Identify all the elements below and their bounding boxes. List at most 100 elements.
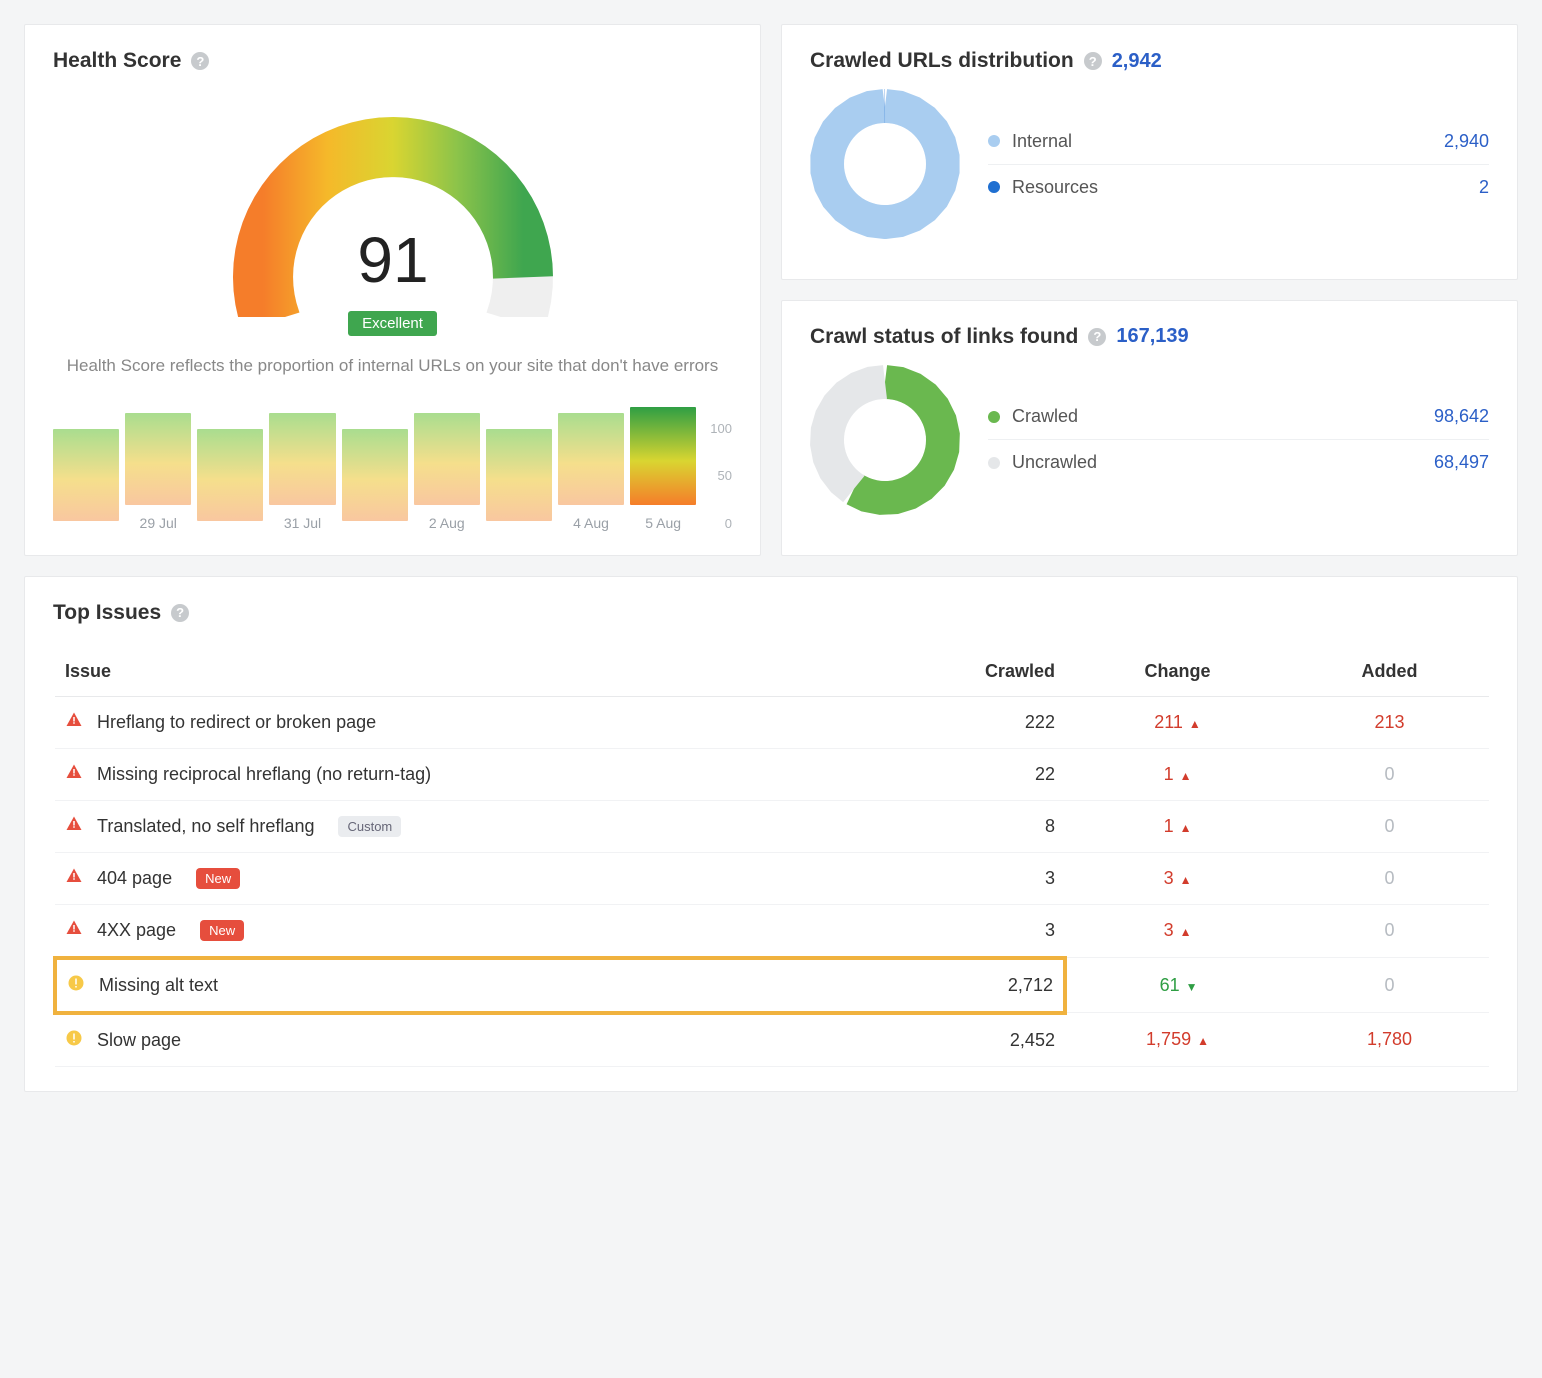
col-crawled[interactable]: Crawled xyxy=(829,647,1065,697)
legend-value[interactable]: 98,642 xyxy=(1434,406,1489,427)
help-icon[interactable]: ? xyxy=(1088,328,1106,346)
issue-row[interactable]: Hreflang to redirect or broken page22221… xyxy=(55,696,1489,748)
trend-bar-col[interactable] xyxy=(342,429,408,531)
legend-row[interactable]: Internal2,940 xyxy=(988,119,1489,164)
issue-row[interactable]: 404 pageNew33▲0 xyxy=(55,852,1489,904)
issue-added: 0 xyxy=(1385,868,1395,888)
trend-bar xyxy=(486,429,552,521)
issue-row[interactable]: 4XX pageNew33▲0 xyxy=(55,904,1489,958)
trend-x-label: 5 Aug xyxy=(645,515,681,531)
help-icon[interactable]: ? xyxy=(171,604,189,622)
crawl-status-title-row: Crawl status of links found ? 167,139 xyxy=(810,325,1489,349)
health-title-row: Health Score ? xyxy=(53,49,732,73)
error-icon xyxy=(65,815,83,838)
issue-row[interactable]: Missing alt text2,71261▼0 xyxy=(55,958,1489,1013)
top-issues-card: Top Issues ? Issue Crawled Change Added … xyxy=(24,576,1518,1092)
trend-x-label: 2 Aug xyxy=(429,515,465,531)
col-issue[interactable]: Issue xyxy=(55,647,829,697)
issue-change: 3▲ xyxy=(1164,868,1192,888)
legend-row[interactable]: Resources 2 xyxy=(988,164,1489,210)
trend-bar-col[interactable]: 4 Aug xyxy=(558,413,624,531)
issue-change: 1▲ xyxy=(1164,816,1192,836)
custom-badge: Custom xyxy=(338,816,401,837)
crawl-status-legend: Crawled 98,642 Uncrawled 68,497 xyxy=(988,394,1489,485)
top-issues-title-row: Top Issues ? xyxy=(53,601,1489,625)
issue-change: 1,759▲ xyxy=(1146,1029,1209,1049)
issue-row[interactable]: Slow page 2,452 1,759▲ 1,780 xyxy=(55,1013,1489,1067)
issue-added: 213 xyxy=(1375,712,1405,732)
legend-dot xyxy=(988,135,1000,147)
trend-bar-col[interactable] xyxy=(486,429,552,531)
issue-added: 0 xyxy=(1385,920,1395,940)
issue-crawled: 22 xyxy=(829,748,1065,800)
issue-crawled: 3 xyxy=(829,904,1065,958)
trend-bar-col[interactable]: 2 Aug xyxy=(414,413,480,531)
issue-added: 1,780 xyxy=(1367,1029,1412,1049)
health-trend: 29 Jul31 Jul2 Aug4 Aug5 Aug 100500 xyxy=(53,407,732,531)
trend-bar xyxy=(269,413,335,505)
crawl-status-title: Crawl status of links found xyxy=(810,325,1078,349)
issue-name: Slow page xyxy=(97,1030,181,1051)
issue-added: 0 xyxy=(1385,816,1395,836)
health-title: Health Score xyxy=(53,49,181,73)
health-rating-badge: Excellent xyxy=(348,311,437,336)
issue-name: 4XX page xyxy=(97,920,176,941)
issue-crawled: 8 xyxy=(829,800,1065,852)
issue-name: Translated, no self hreflang xyxy=(97,816,314,837)
help-icon[interactable]: ? xyxy=(191,52,209,70)
trend-bar xyxy=(342,429,408,521)
error-icon xyxy=(65,711,83,734)
help-icon[interactable]: ? xyxy=(1084,52,1102,70)
legend-value[interactable]: 68,497 xyxy=(1434,452,1489,473)
legend-label: Resources xyxy=(1012,177,1098,198)
crawled-urls-card: Crawled URLs distribution ? 2,942 Intern… xyxy=(781,24,1518,280)
issue-name: Missing alt text xyxy=(99,975,218,996)
crawl-status-donut xyxy=(810,365,960,515)
trend-bar-col[interactable]: 31 Jul xyxy=(269,413,335,531)
legend-value[interactable]: 2 xyxy=(1479,177,1489,198)
issue-added: 0 xyxy=(1385,975,1395,995)
issue-name: Missing reciprocal hreflang (no return-t… xyxy=(97,764,431,785)
col-added[interactable]: Added xyxy=(1290,647,1489,697)
health-gauge: 91 xyxy=(213,87,573,317)
crawl-status-card: Crawl status of links found ? 167,139 Cr… xyxy=(781,300,1518,556)
issue-row[interactable]: Missing reciprocal hreflang (no return-t… xyxy=(55,748,1489,800)
new-badge: New xyxy=(196,868,240,889)
crawl-status-total[interactable]: 167,139 xyxy=(1116,325,1188,348)
trend-bar-col[interactable]: 29 Jul xyxy=(125,413,191,531)
trend-x-label: 29 Jul xyxy=(140,515,177,531)
crawled-urls-title: Crawled URLs distribution xyxy=(810,49,1074,73)
trend-bar xyxy=(414,413,480,505)
crawled-urls-legend: Internal2,940 Resources 2 xyxy=(988,119,1489,210)
col-change[interactable]: Change xyxy=(1065,647,1290,697)
trend-bar-col[interactable] xyxy=(53,429,119,531)
trend-bar xyxy=(558,413,624,505)
issue-change: 211▲ xyxy=(1154,712,1201,732)
legend-label: Uncrawled xyxy=(1012,452,1097,473)
legend-value[interactable]: 2,940 xyxy=(1444,131,1489,152)
trend-y-tick: 0 xyxy=(710,516,732,531)
trend-bar-col[interactable]: 5 Aug xyxy=(630,407,696,531)
legend-dot xyxy=(988,411,1000,423)
legend-row[interactable]: Crawled 98,642 xyxy=(988,394,1489,439)
crawled-urls-total[interactable]: 2,942 xyxy=(1112,50,1162,73)
issue-row[interactable]: Translated, no self hreflang Custom 8 1▲ 0 xyxy=(55,800,1489,852)
health-desc: Health Score reflects the proportion of … xyxy=(53,354,732,379)
legend-label: Crawled xyxy=(1012,406,1078,427)
crawled-urls-title-row: Crawled URLs distribution ? 2,942 xyxy=(810,49,1489,73)
trend-bar xyxy=(197,429,263,521)
health-card: Health Score ? 91 Excellent Health Score… xyxy=(24,24,761,556)
legend-row[interactable]: Uncrawled 68,497 xyxy=(988,439,1489,485)
trend-y-tick: 100 xyxy=(710,421,732,436)
trend-bar-col[interactable] xyxy=(197,429,263,531)
issue-crawled: 2,452 xyxy=(829,1013,1065,1067)
issue-crawled: 2,712 xyxy=(829,958,1065,1013)
issue-added: 0 xyxy=(1385,764,1395,784)
trend-bar xyxy=(125,413,191,505)
crawled-urls-donut xyxy=(810,89,960,239)
issue-name: Hreflang to redirect or broken page xyxy=(97,712,376,733)
trend-x-label: 31 Jul xyxy=(284,515,321,531)
trend-x-label: 4 Aug xyxy=(573,515,609,531)
error-icon xyxy=(65,867,83,890)
issue-change: 1▲ xyxy=(1164,764,1192,784)
